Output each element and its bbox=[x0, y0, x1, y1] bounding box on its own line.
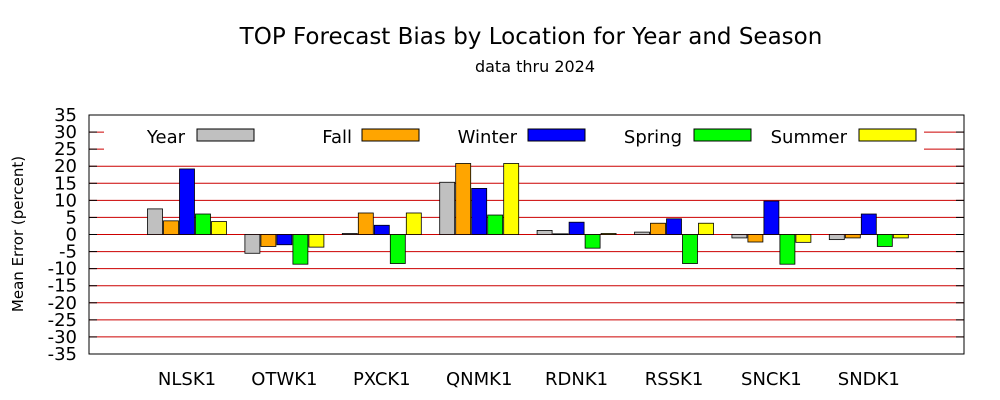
bar-snck1-year bbox=[731, 234, 748, 239]
bar-qnmk1-year bbox=[439, 181, 456, 235]
legend-swatch-year bbox=[196, 128, 255, 142]
bar-nlsk1-winter bbox=[179, 168, 195, 235]
bar-rssk1-year bbox=[634, 231, 650, 235]
bar-rdnk1-winter bbox=[568, 221, 585, 235]
x-category-label: NLSK1 bbox=[158, 369, 216, 390]
bar-qnmk1-fall bbox=[455, 163, 472, 235]
legend-swatch-spring bbox=[693, 128, 752, 142]
bar-sndk1-fall bbox=[844, 234, 861, 239]
y-tick-label: -30 bbox=[48, 327, 77, 348]
x-category-label: OTWK1 bbox=[251, 369, 317, 390]
y-tick-label: -10 bbox=[48, 259, 77, 280]
y-axis-label: Mean Error (percent) bbox=[9, 156, 27, 312]
y-tick-label: 30 bbox=[54, 122, 77, 143]
bars-group bbox=[147, 163, 909, 265]
legend-swatch-winter bbox=[527, 128, 586, 142]
legend-label-spring: Spring bbox=[624, 127, 682, 148]
bar-sndk1-summer bbox=[892, 234, 909, 239]
bar-rssk1-spring bbox=[682, 234, 698, 264]
y-tick-label: -15 bbox=[48, 276, 77, 297]
bar-pxck1-year bbox=[341, 233, 358, 235]
y-tick-label: -5 bbox=[59, 242, 77, 263]
grid-lines bbox=[89, 131, 964, 338]
bar-rssk1-fall bbox=[650, 222, 666, 235]
bar-pxck1-fall bbox=[357, 212, 374, 235]
y-tick-label: 5 bbox=[66, 207, 77, 228]
x-category-label: RSSK1 bbox=[645, 369, 704, 390]
x-category-label: QNMK1 bbox=[446, 369, 512, 390]
y-tick-label: 20 bbox=[54, 156, 77, 177]
x-category-label: SNCK1 bbox=[741, 369, 802, 390]
bar-sndk1-year bbox=[828, 234, 845, 241]
bar-otwk1-fall bbox=[260, 234, 277, 247]
legend-label-summer: Summer bbox=[771, 127, 848, 148]
bar-sndk1-spring bbox=[876, 234, 893, 247]
bar-rdnk1-fall bbox=[552, 233, 569, 236]
y-tick-label: 0 bbox=[66, 225, 77, 246]
x-category-label: RDNK1 bbox=[545, 369, 608, 390]
legend-swatch-summer bbox=[858, 128, 917, 142]
bar-rssk1-summer bbox=[698, 222, 714, 235]
legend-label-fall: Fall bbox=[322, 127, 352, 148]
bar-pxck1-summer bbox=[405, 212, 422, 235]
bar-otwk1-winter bbox=[276, 234, 293, 246]
bar-otwk1-spring bbox=[292, 234, 309, 265]
y-tick-label: 10 bbox=[54, 190, 77, 211]
bar-qnmk1-spring bbox=[487, 214, 504, 235]
bar-nlsk1-year bbox=[147, 208, 163, 235]
chart-title: TOP Forecast Bias by Location for Year a… bbox=[239, 24, 823, 50]
bar-rssk1-winter bbox=[666, 218, 682, 235]
bar-qnmk1-winter bbox=[471, 188, 488, 235]
bar-snck1-spring bbox=[779, 234, 796, 265]
bar-nlsk1-fall bbox=[163, 220, 179, 235]
y-tick-label: 25 bbox=[54, 139, 77, 160]
chart-subtitle: data thru 2024 bbox=[475, 57, 595, 76]
legend-label-year: Year bbox=[146, 127, 186, 148]
bar-snck1-winter bbox=[763, 200, 780, 235]
bar-otwk1-year bbox=[244, 234, 261, 254]
x-category-label: SNDK1 bbox=[838, 369, 900, 390]
bar-nlsk1-spring bbox=[195, 213, 211, 235]
y-tick-label: -25 bbox=[48, 310, 77, 331]
x-category-label: PXCK1 bbox=[353, 369, 411, 390]
bar-snck1-fall bbox=[747, 234, 764, 243]
bar-rdnk1-year bbox=[536, 230, 553, 235]
x-axis-categories: NLSK1 OTWK1 PXCK1 QNMK1 RDNK1 RSSK1 SNCK1 SNDK1 bbox=[158, 369, 900, 390]
bar-otwk1-summer bbox=[308, 234, 325, 248]
bar-pxck1-spring bbox=[389, 234, 406, 264]
bar-nlsk1-summer bbox=[211, 221, 227, 235]
bar-rdnk1-summer bbox=[600, 233, 617, 235]
legend-label-winter: Winter bbox=[458, 127, 518, 148]
bar-rdnk1-spring bbox=[584, 234, 601, 249]
y-tick-label: -35 bbox=[48, 344, 77, 365]
y-tick-label: 35 bbox=[54, 105, 77, 126]
bar-pxck1-winter bbox=[373, 224, 390, 235]
bar-sndk1-winter bbox=[860, 213, 877, 235]
bar-snck1-summer bbox=[795, 234, 812, 243]
y-tick-label: -20 bbox=[48, 293, 77, 314]
y-tick-label: 15 bbox=[54, 173, 77, 194]
legend: Year Fall Winter Spring Summer bbox=[104, 122, 924, 150]
bar-qnmk1-summer bbox=[503, 163, 520, 235]
legend-swatch-fall bbox=[361, 128, 420, 142]
